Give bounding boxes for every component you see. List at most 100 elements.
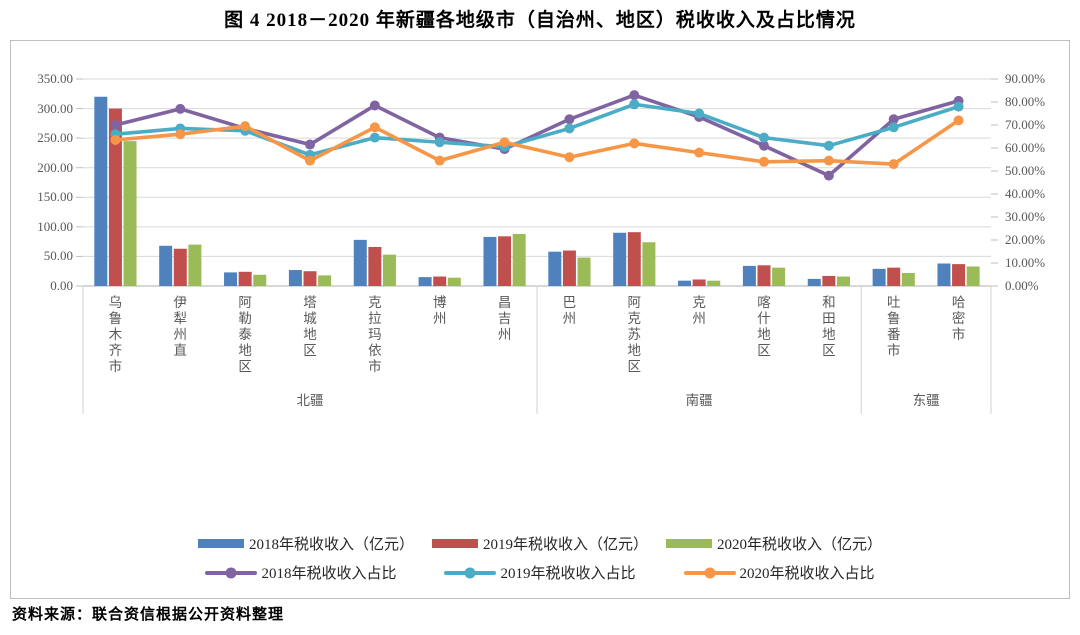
bar-2019年税收收入（亿元）-巴州 [562, 250, 576, 286]
bar-2019年税收收入（亿元）-博州 [433, 276, 447, 286]
legend-item-2018年税收收入占比: 2018年税收收入占比 [205, 562, 396, 583]
legend-line-swatch-icon [205, 567, 258, 578]
legend-line-swatch-icon [444, 567, 497, 578]
marker-2019年税收收入占比-巴州 [564, 123, 575, 134]
bar-2019年税收收入（亿元）-克州 [692, 279, 706, 286]
legend-marker-dot-icon [225, 567, 237, 578]
right-axis-tick-label: 50.00% [1005, 163, 1046, 178]
marker-2020年税收收入占比-伊犁州直 [175, 129, 186, 140]
legend-row-lines: 2018年税收收入占比 2019年税收收入占比 2020年税收收入占比 [11, 562, 1069, 583]
category-label-乌鲁木齐市: 乌鲁木齐市 [108, 295, 123, 374]
marker-2018年税收收入占比-吐鲁番市 [888, 114, 899, 125]
right-axis-tick-label: 90.00% [1005, 71, 1046, 86]
legend-marker-dot-icon [704, 567, 715, 578]
bar-2018年税收收入（亿元）-阿勒泰地区 [224, 272, 238, 286]
marker-2018年税收收入占比-喀什地区 [759, 140, 769, 151]
bar-2018年税收收入（亿元）-乌鲁木齐市 [94, 96, 108, 286]
marker-2019年税收收入占比-阿克苏地区 [629, 99, 640, 110]
legend-item-2020年税收收入（亿元）: 2020年税收收入（亿元） [666, 533, 882, 554]
bar-2018年税收收入（亿元）-塔城地区 [288, 270, 302, 286]
plot-area [76, 78, 998, 414]
category-label-喀什地区: 喀什地区 [757, 295, 771, 358]
legend-row-bars: 2018年税收收入（亿元） 2019年税收收入（亿元） 2020年税收收入（亿元） [11, 533, 1069, 554]
category-label-博州: 博州 [432, 295, 447, 326]
bar-2019年税收收入（亿元）-阿克苏地区 [627, 232, 641, 286]
group-label-东疆: 东疆 [912, 393, 940, 408]
left-axis-tick-label: 200.00 [37, 159, 73, 175]
marker-2018年税收收入占比-巴州 [564, 114, 575, 125]
legend-label: 2019年税收收入（亿元） [482, 537, 648, 553]
bar-2019年税收收入（亿元）-吐鲁番市 [887, 267, 901, 286]
legend-label: 2018年税收收入占比 [261, 566, 397, 582]
bar-2019年税收收入（亿元）-塔城地区 [303, 271, 317, 286]
marker-2018年税收收入占比-伊犁州直 [175, 103, 186, 114]
marker-2020年税收收入占比-阿克苏地区 [629, 138, 640, 149]
bar-2019年税收收入（亿元）-和田地区 [822, 275, 836, 286]
marker-2018年税收收入占比-塔城地区 [305, 139, 315, 150]
bar-2018年税收收入（亿元）-阿克苏地区 [613, 232, 627, 286]
legend-item-2019年税收收入（亿元）: 2019年税收收入（亿元） [431, 533, 648, 554]
legend-label: 2020年税收收入占比 [739, 566, 875, 582]
bar-2020年税收收入（亿元）-克拉玛依市 [382, 254, 396, 286]
left-axis-tick-label: 250.00 [37, 130, 73, 146]
marker-2019年税收收入占比-喀什地区 [759, 132, 769, 143]
bar-2020年税收收入（亿元）-昌吉州 [512, 233, 526, 286]
legend-item-2018年税收收入（亿元）: 2018年税收收入（亿元） [197, 533, 414, 554]
bar-2018年税收收入（亿元）-哈密市 [937, 263, 951, 286]
marker-2019年税收收入占比-克州 [694, 108, 705, 119]
bar-2020年税收收入（亿元）-伊犁州直 [188, 244, 202, 286]
bar-2020年税收收入（亿元）-克州 [707, 280, 721, 286]
left-axis-tick-label: 0.00 [50, 278, 73, 293]
legend-item-2019年税收收入占比: 2019年税收收入占比 [444, 562, 636, 583]
category-label-和田地区: 和田地区 [822, 295, 836, 358]
bar-2020年税收收入（亿元）-阿克苏地区 [642, 242, 656, 286]
line-2020年税收收入占比 [115, 118, 960, 166]
category-label-昌吉州: 昌吉州 [497, 295, 512, 342]
marker-2019年税收收入占比-哈密市 [953, 101, 964, 112]
legend-line-swatch-icon [683, 567, 736, 578]
legend-marker-dot-icon [464, 567, 476, 578]
marker-2018年税收收入占比-乌鲁木齐市 [110, 120, 121, 130]
marker-2020年税收收入占比-昌吉州 [499, 137, 510, 148]
bar-2020年税收收入（亿元）-塔城地区 [318, 275, 332, 286]
bar-2019年税收收入（亿元）-乌鲁木齐市 [108, 108, 122, 286]
bar-2018年税收收入（亿元）-克拉玛依市 [353, 239, 367, 286]
right-axis-tick-label: 80.00% [1005, 94, 1046, 109]
legend-item-2020年税收收入占比: 2020年税收收入占比 [683, 562, 875, 583]
marker-2020年税收收入占比-和田地区 [823, 155, 834, 166]
left-axis-tick-label: 50.00 [43, 248, 73, 264]
right-axis-tick-label: 0.00% [1005, 278, 1039, 293]
category-label-克州: 克州 [692, 295, 706, 326]
marker-2020年税收收入占比-哈密市 [953, 115, 964, 126]
marker-2020年税收收入占比-阿勒泰地区 [240, 121, 251, 132]
marker-2020年税收收入占比-克州 [694, 147, 705, 158]
right-axis-tick-label: 10.00% [1005, 255, 1046, 270]
legend-bar-swatch-icon [197, 539, 244, 548]
marker-2020年税收收入占比-博州 [434, 155, 445, 166]
legend-label: 2018年税收收入（亿元） [248, 537, 414, 553]
bar-2020年税收收入（亿元）-和田地区 [836, 276, 850, 286]
bar-2018年税收收入（亿元）-伊犁州直 [159, 245, 173, 286]
marker-2018年税收收入占比-克拉玛依市 [369, 100, 380, 111]
group-label-南疆: 南疆 [685, 393, 713, 408]
legend-label: 2020年税收收入（亿元） [717, 537, 883, 553]
marker-2020年税收收入占比-塔城地区 [305, 155, 315, 166]
bar-2018年税收收入（亿元）-和田地区 [807, 278, 821, 286]
category-label-塔城地区: 塔城地区 [303, 295, 317, 358]
legend-label: 2019年税收收入占比 [500, 566, 636, 582]
chart-frame: 350.00 300.00 250.00 200.00 150.00 100.00 50.0… [10, 40, 1070, 599]
right-axis-tick-label: 20.00% [1005, 232, 1046, 247]
marker-2020年税收收入占比-喀什地区 [759, 156, 769, 167]
source-note: 资料来源：联合资信根据公开资料整理 [12, 607, 285, 623]
bar-2020年税收收入（亿元）-乌鲁木齐市 [123, 141, 137, 286]
bar-2018年税收收入（亿元）-巴州 [548, 251, 562, 286]
bar-2020年税收收入（亿元）-喀什地区 [772, 267, 786, 286]
bar-2019年税收收入（亿元）-哈密市 [952, 264, 966, 286]
right-axis-tick-label: 30.00% [1005, 209, 1046, 224]
bar-2018年税收收入（亿元）-克州 [678, 280, 692, 286]
marker-2018年税收收入占比-和田地区 [823, 170, 834, 181]
bar-2019年税收收入（亿元）-伊犁州直 [173, 248, 187, 286]
marker-2019年税收收入占比-和田地区 [823, 140, 834, 151]
bar-2019年税收收入（亿元）-昌吉州 [498, 236, 512, 286]
right-axis-tick-label: 60.00% [1005, 140, 1046, 155]
